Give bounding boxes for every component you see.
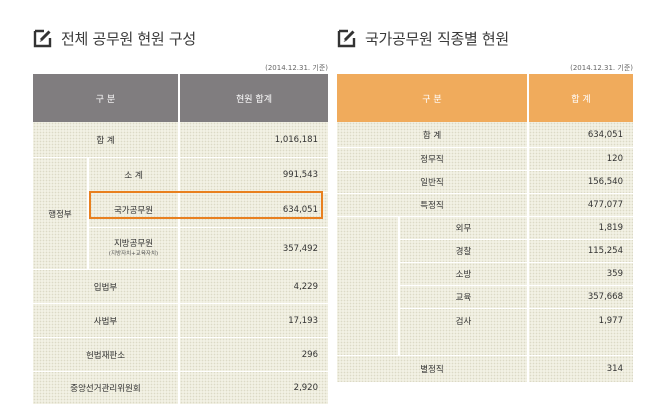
row-total-value: 1,016,181	[274, 134, 318, 145]
row-separate-label: 별정직	[420, 365, 444, 375]
row-fire-label: 소방	[455, 270, 472, 280]
edit-icon	[33, 29, 52, 48]
left-basis-date: (2014.12.31. 기준)	[265, 64, 328, 72]
row-prosec-label: 검사	[455, 316, 472, 327]
table-body: 합 계 634,051 정무직 120 일반직 156,540 특정직 477,…	[337, 122, 633, 382]
right-title: 국가공무원 직종별 현원	[365, 29, 509, 48]
row-edu-label: 교육	[455, 293, 472, 303]
header-total: 현원 합계	[236, 94, 272, 105]
table-header: 구 분 합 계	[337, 74, 633, 122]
row-total-label: 합 계	[422, 130, 442, 141]
row-local-label-cell: 지방공무원 (지방자치+교육자치)	[89, 228, 178, 269]
header-category: 구 분	[95, 94, 116, 105]
row-foreign-label: 외무	[455, 224, 472, 234]
row-foreign-value: 1,819	[598, 223, 623, 233]
row-prosec-value: 1,977	[598, 315, 623, 326]
edit-icon	[337, 29, 356, 48]
row-nec-value: 2,920	[293, 383, 318, 393]
row-general-label: 일반직	[420, 178, 444, 188]
row-subtotal-label: 소 계	[124, 171, 143, 181]
table-body: 합 계 1,016,181 행정부 소 계 991,543 국가공무원 634,…	[33, 122, 328, 404]
row-local-label: 지방공무원	[113, 239, 154, 249]
row-const-value: 296	[301, 349, 318, 360]
row-special-label: 특정직	[420, 201, 444, 211]
right-basis-date: (2014.12.31. 기준)	[570, 64, 633, 72]
row-judic-value: 17,193	[288, 315, 318, 326]
row-exec-label: 행정부	[48, 209, 72, 220]
row-political-label: 정무직	[420, 155, 444, 165]
row-police-value: 115,254	[587, 246, 623, 256]
national-row-highlight	[89, 191, 323, 219]
row-legis-value: 4,229	[293, 281, 318, 292]
row-local-note: (지방자치+교육자치)	[108, 251, 159, 257]
left-title: 전체 공무원 현원 구성	[61, 29, 196, 48]
header-category: 구 분	[422, 94, 442, 105]
table-header: 구 분 현원 합계	[33, 74, 328, 122]
row-general-value: 156,540	[587, 177, 623, 187]
right-title-row: 국가공무원 직종별 현원	[337, 27, 509, 49]
row-judic-label: 사법부	[93, 316, 118, 327]
row-special-value: 477,077	[587, 200, 623, 210]
row-total-value: 634,051	[587, 129, 623, 140]
row-separate-value: 314	[606, 364, 623, 374]
row-edu-value: 357,668	[587, 292, 623, 302]
row-total-label: 합 계	[96, 135, 115, 146]
row-nec-label: 중앙선거관리위원회	[70, 384, 141, 394]
row-subtotal-value: 991,543	[282, 170, 318, 180]
row-national-label: 국가공무원	[113, 206, 154, 216]
row-police-label: 경찰	[455, 247, 472, 257]
row-national-value: 634,051	[282, 205, 318, 215]
row-political-value: 120	[606, 154, 623, 164]
header-total: 합 계	[571, 94, 591, 105]
row-local-value: 357,492	[282, 243, 318, 254]
row-fire-value: 359	[606, 269, 623, 279]
left-title-row: 전체 공무원 현원 구성	[33, 27, 196, 49]
row-const-label: 헌법재판소	[85, 350, 126, 361]
row-legis-label: 입법부	[93, 282, 118, 293]
